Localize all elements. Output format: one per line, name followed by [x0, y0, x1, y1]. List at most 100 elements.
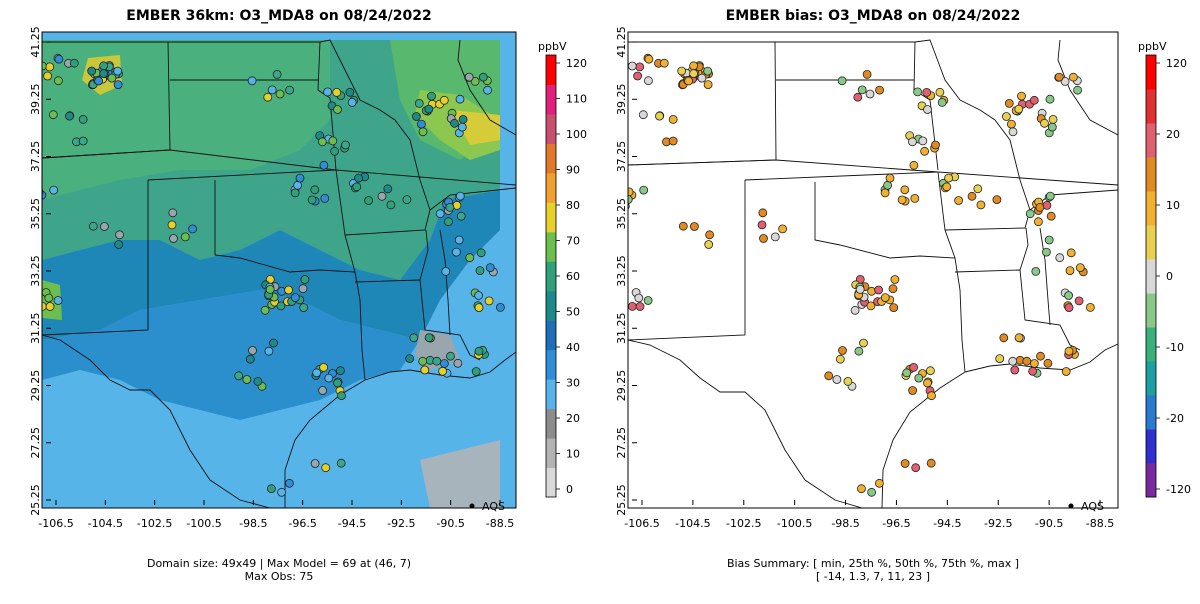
station-marker	[644, 76, 653, 86]
station-marker	[865, 89, 875, 99]
station-marker	[470, 77, 480, 86]
colorbar-segment	[546, 202, 556, 233]
station-marker	[432, 356, 442, 366]
station-marker	[875, 85, 884, 95]
station-marker	[443, 217, 453, 227]
station-marker	[99, 61, 108, 71]
station-marker	[113, 66, 123, 76]
station-marker	[778, 224, 787, 234]
station-marker	[897, 195, 907, 205]
station-marker	[639, 185, 649, 195]
station-marker	[476, 248, 486, 258]
station-marker	[299, 303, 309, 313]
station-marker	[312, 368, 322, 378]
colorbar-tick-label: 20	[1166, 128, 1180, 141]
station-marker	[908, 386, 917, 395]
station-marker	[464, 72, 474, 82]
station-marker	[420, 365, 430, 375]
station-marker	[414, 99, 424, 108]
colorbar-segment	[1146, 463, 1156, 498]
y-tick-label: 35.25	[29, 198, 42, 230]
station-marker	[900, 459, 910, 468]
station-marker	[992, 195, 1002, 205]
station-marker	[1045, 191, 1055, 201]
station-marker	[386, 200, 396, 210]
right-footer-line2: [ -14, 1.3, 7, 11, 23 ]	[816, 570, 930, 583]
station-marker	[328, 136, 338, 146]
station-marker	[857, 85, 867, 95]
station-marker	[914, 373, 924, 383]
station-marker	[290, 188, 300, 198]
colorbar-tick-label: 110	[566, 93, 587, 106]
station-marker	[307, 195, 317, 205]
station-marker	[290, 293, 300, 303]
station-marker	[1064, 291, 1073, 300]
station-marker	[1035, 202, 1045, 212]
colorbar-tick-label: 0	[566, 483, 573, 496]
station-marker	[1014, 104, 1024, 114]
station-marker	[880, 293, 890, 303]
station-marker	[1045, 94, 1055, 104]
station-marker	[352, 182, 362, 192]
station-marker	[383, 184, 393, 194]
colorbar-tick-label: 120	[1166, 57, 1187, 70]
colorbar-tick-label: 0	[1166, 270, 1173, 283]
station-marker	[43, 71, 52, 81]
y-tick-label: 33.25	[29, 255, 42, 287]
colorbar-segment	[546, 408, 556, 439]
station-marker	[638, 110, 648, 120]
colorbar-segment	[546, 172, 556, 203]
colorbar-segment	[1146, 293, 1156, 328]
right-title: EMBER bias: O3_MDA8 on 08/24/2022	[726, 8, 1021, 24]
station-marker	[634, 293, 644, 303]
station-marker	[247, 76, 257, 86]
station-marker	[451, 247, 461, 257]
station-marker	[644, 54, 654, 64]
station-marker	[689, 69, 698, 78]
station-marker	[99, 69, 108, 78]
station-marker	[441, 266, 451, 276]
station-marker	[668, 136, 678, 146]
station-marker	[911, 463, 921, 473]
station-marker	[319, 362, 329, 372]
station-marker	[1029, 95, 1039, 105]
station-marker	[690, 222, 699, 231]
station-marker	[54, 76, 63, 86]
station-marker	[875, 478, 884, 488]
y-tick-label: 29.25	[29, 370, 42, 402]
station-marker	[902, 368, 912, 378]
x-tick-label: -98.5	[831, 517, 859, 530]
station-marker	[265, 284, 275, 294]
station-marker	[1014, 333, 1024, 343]
station-marker	[458, 115, 468, 124]
station-marker	[628, 301, 637, 311]
left-footer-line2: Max Obs: 75	[245, 570, 314, 583]
x-tick-label: -96.5	[882, 517, 910, 530]
station-marker	[272, 70, 282, 79]
station-marker	[1055, 253, 1065, 263]
colorbar-segment	[546, 379, 556, 410]
right-colorbar: -120 -20 -10 0 10 20 120	[1145, 54, 1191, 498]
station-marker	[918, 136, 928, 146]
x-tick-label: -104.5	[88, 517, 123, 530]
y-tick-label: 39.25	[29, 84, 42, 116]
station-marker	[284, 478, 294, 488]
station-marker	[926, 458, 936, 468]
station-marker	[913, 87, 922, 97]
station-marker	[49, 185, 59, 195]
right-colorbar-unit: ppbV	[1138, 40, 1167, 53]
station-marker	[424, 104, 434, 114]
y-tick-label: 31.25	[29, 313, 42, 345]
station-marker	[253, 376, 263, 386]
station-marker	[770, 232, 780, 242]
station-marker	[471, 367, 481, 376]
station-marker	[853, 92, 863, 102]
station-marker	[266, 484, 276, 494]
colorbar-segment	[546, 55, 556, 85]
station-marker	[689, 61, 698, 71]
station-marker	[862, 70, 872, 79]
station-marker	[668, 115, 678, 124]
station-marker	[1040, 118, 1049, 128]
colorbar-tick-label: 20	[566, 412, 580, 425]
station-marker	[454, 235, 464, 245]
